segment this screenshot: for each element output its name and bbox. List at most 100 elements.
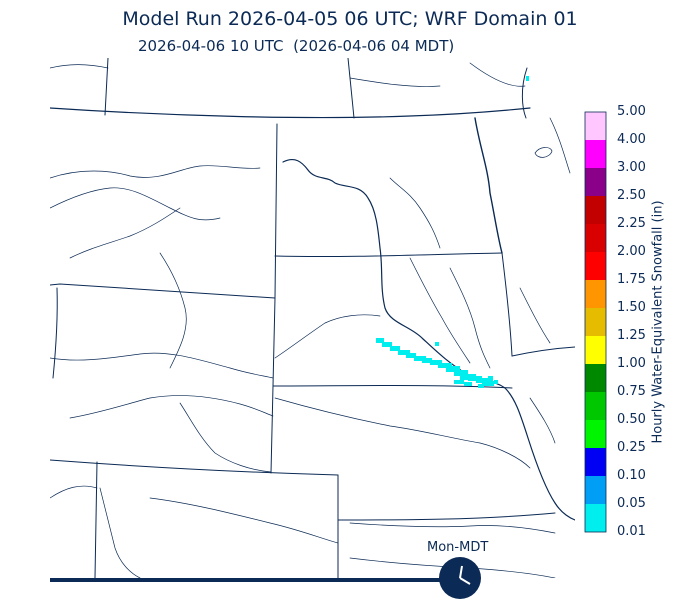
snowfall-cell — [464, 382, 472, 386]
river — [50, 165, 261, 179]
snowfall-shading — [376, 76, 529, 388]
colorbar-segment — [585, 448, 606, 476]
colorbar-segment — [585, 420, 606, 448]
snowfall-cell — [406, 353, 416, 358]
colorbar-tick-label: 0.50 — [617, 412, 646, 427]
state-line-nd-mn — [474, 117, 503, 254]
snowfall-cell — [414, 356, 426, 361]
state-line-ia-mn — [511, 346, 575, 357]
map — [50, 58, 575, 578]
snowfall-cell — [476, 378, 490, 383]
colorbar — [584, 111, 607, 533]
river — [69, 207, 181, 259]
canada-province-line — [104, 58, 109, 116]
colorbar-tick-label: 1.25 — [617, 328, 646, 343]
river — [179, 402, 272, 473]
state-line-wy-co — [50, 459, 339, 476]
colorbar-tick-label: 4.00 — [617, 132, 646, 147]
snowfall-cell — [422, 358, 432, 363]
clock-icon — [439, 557, 481, 599]
river — [50, 352, 274, 379]
state-line-co-ut — [94, 461, 98, 578]
canada-province-line — [347, 58, 355, 119]
colorbar-tick-label: 1.50 — [617, 300, 646, 315]
colorbar-tick-label: 0.75 — [617, 384, 646, 399]
snowfall-cell — [454, 380, 464, 384]
missouri-river — [282, 158, 575, 521]
colorbar-segment — [585, 336, 606, 364]
colorbar-tick-label: 2.50 — [617, 188, 646, 203]
snowfall-cell — [454, 370, 468, 376]
snowfall-cell — [468, 376, 482, 381]
colorbar-segment — [585, 112, 606, 140]
colorbar-tick-label: 3.00 — [617, 160, 646, 175]
colorbar-tick-label: 0.10 — [617, 468, 646, 483]
river — [149, 497, 339, 544]
river — [449, 267, 491, 369]
river — [389, 177, 441, 249]
river — [50, 187, 221, 221]
colorbar-segment — [585, 364, 606, 392]
river — [50, 64, 109, 69]
snowfall-cell — [435, 342, 439, 346]
river — [274, 314, 381, 359]
river — [469, 62, 526, 87]
river — [99, 487, 141, 578]
state-line-nd-sd — [274, 252, 503, 258]
snowfall-cell — [482, 381, 494, 386]
state-line-sd-ne — [272, 385, 513, 389]
colorbar-tick-label: 0.25 — [617, 440, 646, 455]
colorbar-segment — [585, 392, 606, 420]
state-line-wy-sd — [270, 297, 276, 474]
lake — [534, 147, 553, 158]
colorbar-tick-label: 5.00 — [617, 104, 646, 119]
state-line-id — [52, 287, 58, 379]
river — [349, 77, 441, 87]
time-progress-bar — [50, 557, 481, 599]
snowfall-cell — [398, 350, 410, 355]
river — [159, 252, 187, 369]
river — [274, 397, 531, 469]
colorbar-frame — [584, 111, 607, 533]
colorbar-segment — [585, 168, 606, 196]
colorbar-tick-label: 1.75 — [617, 272, 646, 287]
colorbar-tick-label: 2.25 — [617, 216, 646, 231]
colorbar-segment — [585, 140, 606, 168]
river — [529, 397, 556, 444]
colorbar-tick-label: 1.00 — [617, 356, 646, 371]
snowfall-cell — [478, 384, 484, 388]
state-line-mt-nd — [274, 123, 278, 299]
river — [50, 485, 98, 499]
river — [409, 257, 471, 364]
time-zone-label: Mon-MDT — [427, 540, 489, 555]
colorbar-segment — [585, 504, 606, 532]
state-line-mt-wy — [50, 283, 276, 299]
state-line-ne-ks — [337, 474, 556, 521]
colorbar-segment — [585, 252, 606, 280]
snowfall-cell — [382, 342, 392, 347]
snowfall-cell — [390, 346, 400, 351]
time-progress-fill — [50, 578, 460, 582]
chart-title: Model Run 2026-04-05 06 UTC; WRF Domain … — [122, 8, 578, 30]
snowfall-cell — [430, 360, 442, 365]
snowfall-cell — [446, 366, 460, 372]
river — [549, 117, 571, 174]
river — [69, 395, 274, 419]
colorbar-tick-label: 2.00 — [617, 244, 646, 259]
valid-time: 2026-04-06 10 UTC (2026-04-06 04 MDT) — [138, 37, 455, 55]
colorbar-segment — [585, 224, 606, 252]
snowfall-cell — [376, 338, 384, 343]
snowfall-cell — [438, 363, 452, 368]
colorbar-tick-label: 0.05 — [617, 496, 646, 511]
colorbar-segment — [585, 308, 606, 336]
snowfall-cell — [488, 376, 493, 381]
red-river — [521, 67, 528, 119]
colorbar-label: Hourly Water-Equivalent Snowfall (in) — [650, 200, 666, 444]
snowfall-cell — [526, 76, 529, 81]
international-border — [50, 107, 531, 119]
snowfall-cell — [494, 380, 498, 384]
river — [349, 522, 556, 534]
state-line-sd-mn — [501, 252, 513, 357]
colorbar-segment — [585, 196, 606, 224]
colorbar-segment — [585, 280, 606, 308]
